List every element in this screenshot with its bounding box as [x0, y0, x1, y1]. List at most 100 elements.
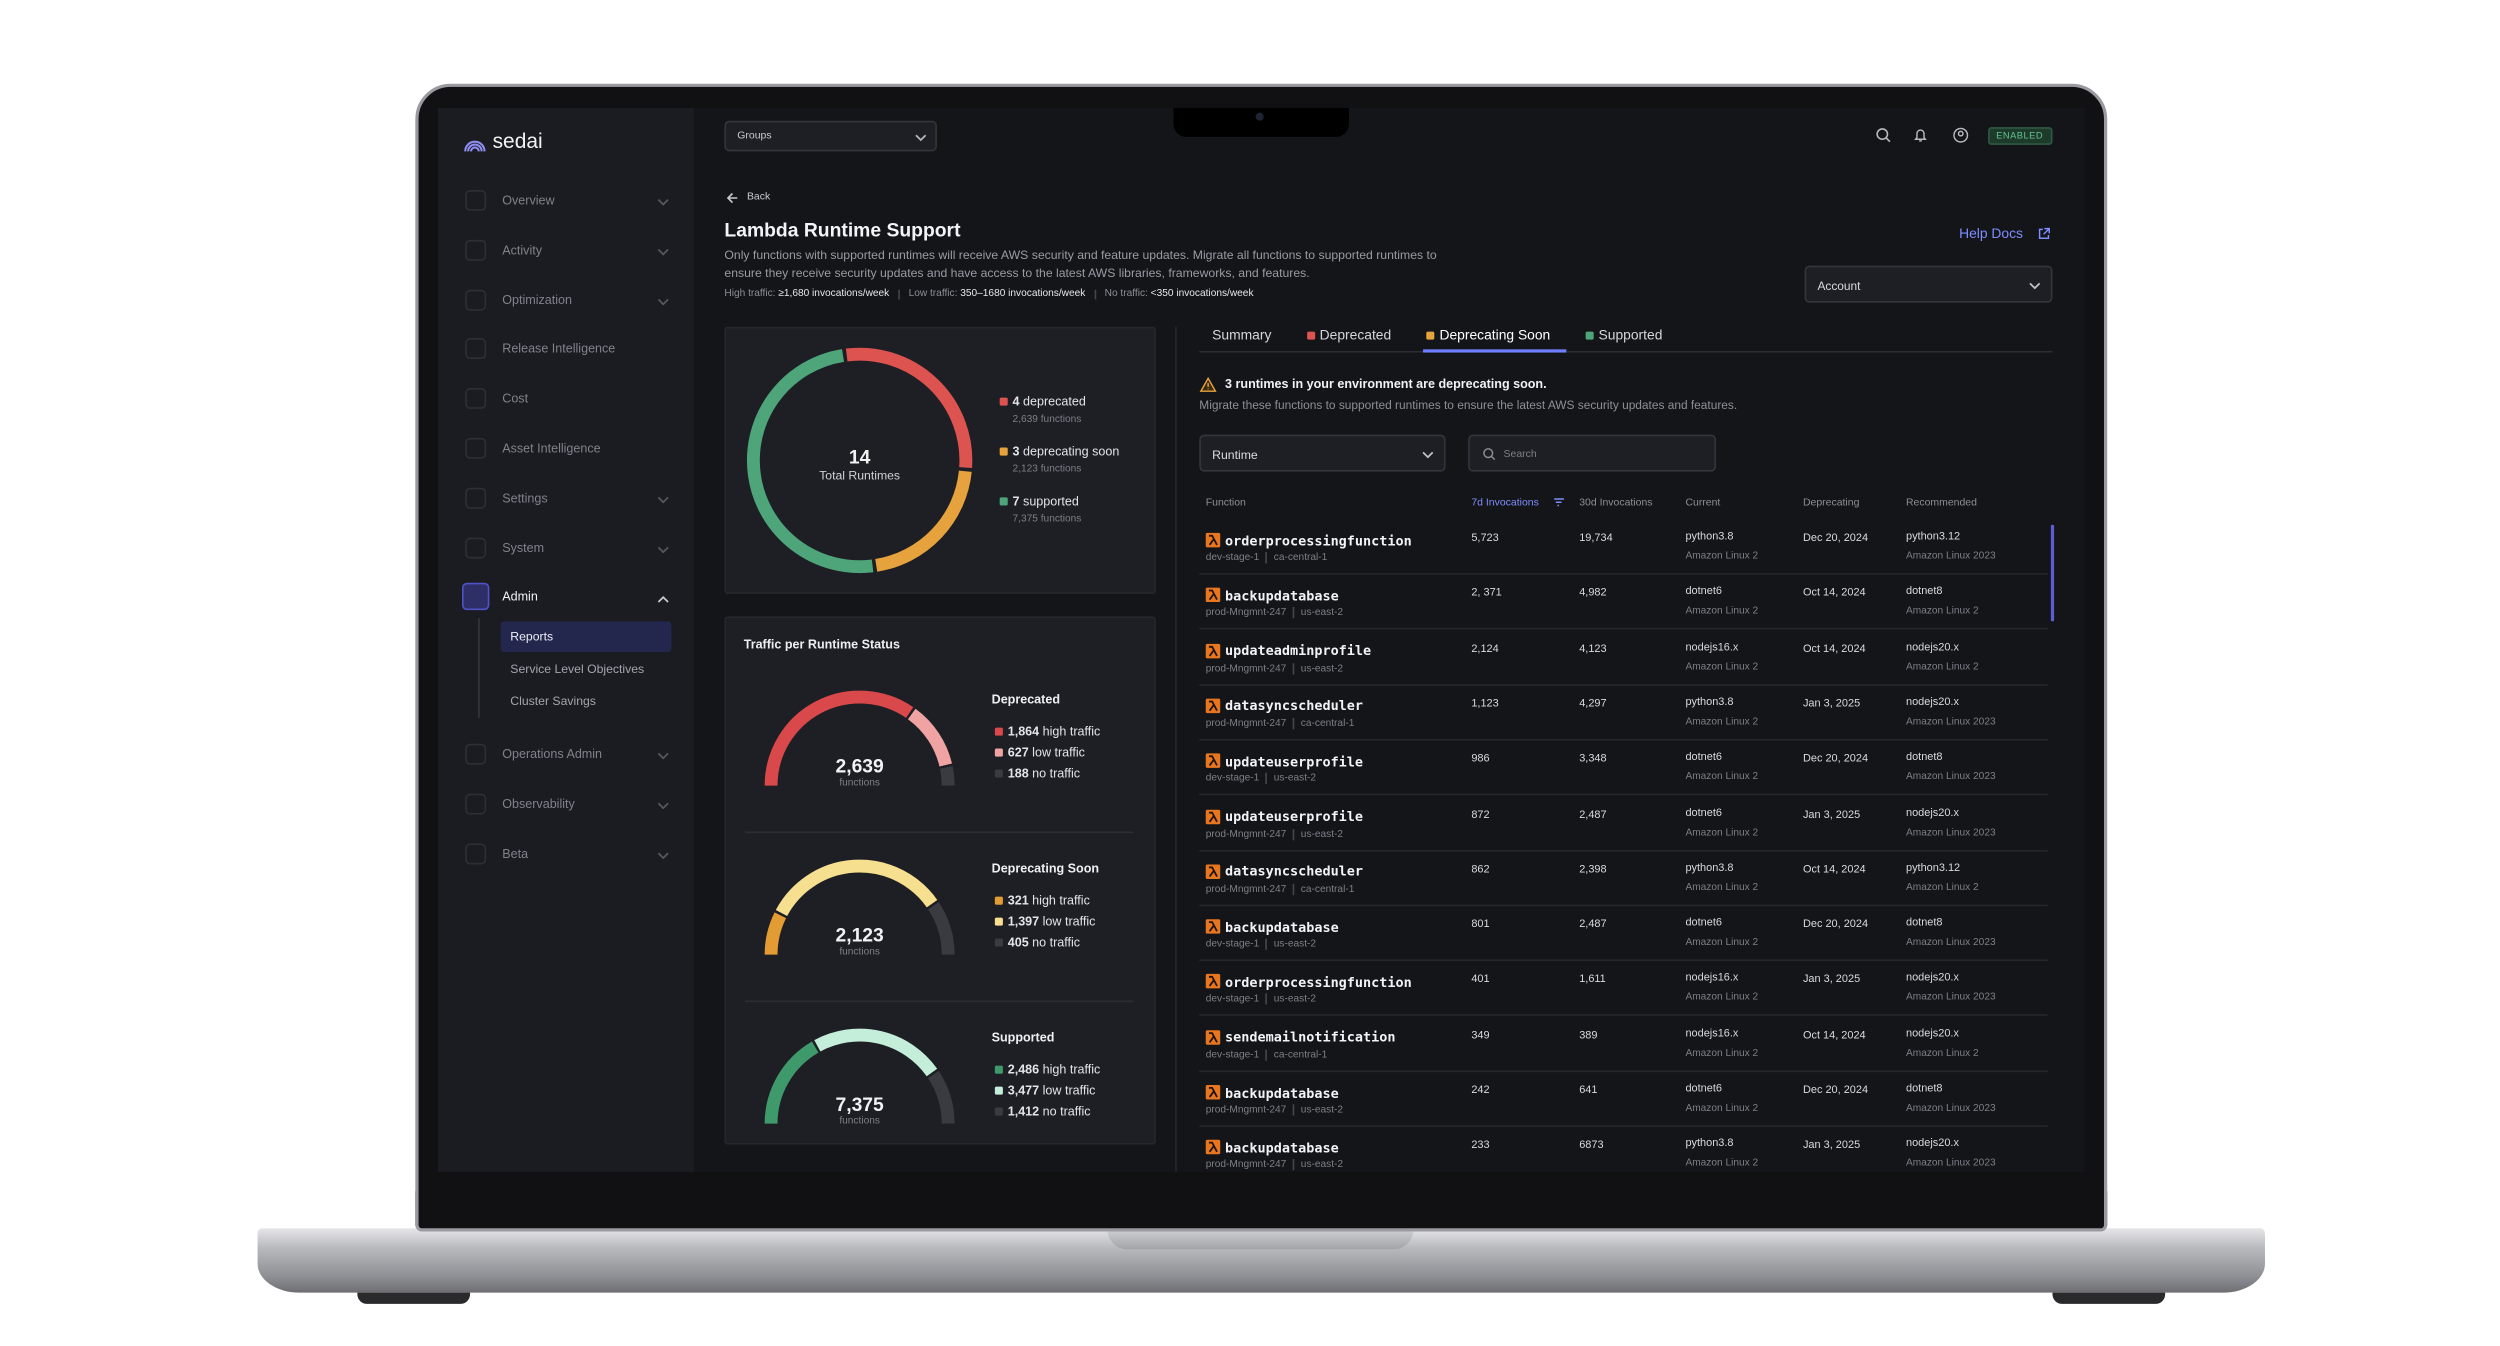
donut-segment: [746, 349, 874, 574]
groups-dropdown[interactable]: Groups: [724, 120, 937, 152]
function-name[interactable]: updateuserprofile: [1225, 808, 1364, 825]
gauge-segment: [775, 859, 938, 917]
search-input[interactable]: Search: [1468, 434, 1717, 472]
legend-functions: 2,639 functions: [1012, 413, 1082, 425]
function-region: us-east-2: [1292, 828, 1344, 840]
nav-item[interactable]: Admin: [502, 589, 538, 605]
legend-dot: [999, 447, 1008, 456]
function-name[interactable]: backupdatabase: [1225, 918, 1339, 935]
runtime-dropdown[interactable]: Runtime: [1199, 434, 1446, 472]
function-name[interactable]: updateadminprofile: [1225, 642, 1372, 659]
function-meta: prod-Mngmnt-247 us-east-2: [1206, 607, 1344, 619]
column-header[interactable]: 7d Invocations: [1471, 497, 1539, 509]
nav-item[interactable]: Operations Admin: [502, 747, 603, 762]
nav-item[interactable]: Cost: [502, 391, 529, 406]
nav-item[interactable]: Release Intelligence: [502, 341, 616, 357]
invocations-7d: 986: [1471, 753, 1490, 765]
invocations-7d: 242: [1471, 1084, 1490, 1097]
chevron-stroke: [657, 198, 669, 206]
alert-text: Migrate these functions to supported run…: [1199, 397, 1738, 413]
nav-item[interactable]: Asset Intelligence: [502, 441, 601, 456]
nav-item[interactable]: Overview: [502, 193, 555, 208]
gauge-legend-value: 627: [1007, 745, 1029, 760]
gauge-segment: [927, 902, 955, 955]
gauge-segment: [764, 912, 787, 955]
function-name[interactable]: backupdatabase: [1225, 1084, 1339, 1101]
status-badge: ENABLED: [1988, 127, 2053, 145]
current-runtime: dotnet6: [1685, 752, 1722, 764]
legend-dot: [999, 497, 1008, 506]
chevron-icon: [657, 753, 669, 760]
invocations-7d: 2, 371: [1471, 588, 1502, 600]
lambda-icon: [1205, 919, 1221, 934]
legend-functions: 2,123 functions: [1012, 463, 1082, 475]
nav-item[interactable]: Observability: [502, 796, 575, 812]
function-name[interactable]: backupdatabase: [1225, 1139, 1339, 1156]
gauge-legend-entry: 188 no traffic: [1008, 767, 1080, 781]
account-dropdown[interactable]: Account: [1804, 265, 2053, 303]
back-link[interactable]: Back: [746, 191, 771, 203]
current-runtime: python3.8: [1685, 1138, 1734, 1150]
page-description: Only functions with supported runtimes w…: [724, 247, 1437, 281]
submenu-active-bg: [500, 621, 672, 653]
nav-item[interactable]: Settings: [502, 490, 548, 506]
function-meta: prod-Mngmnt-247 ca-central-1: [1206, 883, 1355, 895]
nav-icon: [465, 189, 487, 211]
function-meta: prod-Mngmnt-247 us-east-2: [1206, 828, 1344, 840]
tab[interactable]: Supported: [1598, 326, 1663, 343]
nav-item[interactable]: Beta: [502, 846, 529, 861]
laptop-opening: [1107, 1228, 1414, 1250]
current-runtime: nodejs16.x: [1685, 641, 1739, 653]
invocations-30d: 19,734: [1579, 532, 1613, 545]
function-name[interactable]: updateuserprofile: [1225, 752, 1364, 769]
chevron-stroke: [657, 496, 669, 504]
help-docs-link[interactable]: Help Docs: [1959, 225, 2023, 242]
donut-chart: [746, 347, 973, 574]
submenu-item[interactable]: Service Level Objectives: [510, 661, 645, 677]
tab[interactable]: Deprecated: [1319, 326, 1392, 343]
function-name[interactable]: datasyncscheduler: [1225, 863, 1364, 880]
function-name[interactable]: orderprocessingfunction: [1225, 532, 1412, 549]
lambda-icon: [1205, 698, 1221, 713]
submenu-item[interactable]: Reports: [510, 629, 554, 645]
chevron-stroke: [657, 546, 669, 553]
gauge-legend-dot: [994, 769, 1003, 778]
recommended-os: Amazon Linux 2: [1905, 1047, 1979, 1059]
function-name[interactable]: datasyncscheduler: [1225, 697, 1364, 714]
page-title: Lambda Runtime Support: [724, 218, 961, 242]
recommended-os: Amazon Linux 2: [1905, 660, 1979, 673]
runtime-label: Runtime: [1212, 447, 1258, 463]
column-header: Deprecating: [1802, 497, 1860, 509]
tab[interactable]: Summary: [1212, 326, 1272, 343]
gauge-legend-entry: 3,477 low traffic: [1008, 1084, 1096, 1098]
invocations-30d: 3,348: [1579, 753, 1607, 765]
row-divider: [1199, 793, 2048, 796]
nav-item[interactable]: Optimization: [502, 292, 573, 307]
search-glyph: [1876, 128, 1889, 141]
traffic-legend-item: No traffic: <350 invocations/week: [1094, 289, 1254, 300]
lambda-glyph: [1208, 755, 1218, 767]
function-region: us-east-2: [1292, 1159, 1344, 1171]
gauge-total: 2,123: [835, 924, 884, 947]
function-name[interactable]: orderprocessingfunction: [1225, 973, 1412, 990]
tab[interactable]: Deprecating Soon: [1439, 326, 1551, 343]
current-runtime: dotnet6: [1685, 917, 1722, 929]
lambda-glyph: [1208, 1142, 1218, 1153]
submenu-item[interactable]: Cluster Savings: [510, 694, 596, 709]
top-icon: [1953, 127, 1969, 143]
search-placeholder: Search: [1503, 448, 1537, 460]
current-os: Amazon Linux 2: [1685, 881, 1759, 894]
nav-item[interactable]: Activity: [502, 242, 543, 258]
current-os: Amazon Linux 2: [1685, 937, 1759, 949]
deprecation-date: Dec 20, 2024: [1802, 532, 1869, 545]
function-name[interactable]: sendemailnotification: [1225, 1028, 1396, 1046]
function-meta: dev-stage-1 ca-central-1: [1206, 1049, 1328, 1061]
gauge-name: Deprecating Soon: [991, 861, 1100, 876]
lambda-glyph: [1208, 645, 1218, 656]
nav-icon: [465, 487, 487, 509]
lambda-glyph: [1208, 700, 1218, 712]
lambda-glyph: [1208, 1087, 1218, 1098]
function-name[interactable]: backupdatabase: [1225, 587, 1339, 604]
nav-item[interactable]: System: [502, 540, 545, 555]
traffic-card: Traffic per Runtime Status 2,639 functions…: [724, 616, 1156, 1145]
